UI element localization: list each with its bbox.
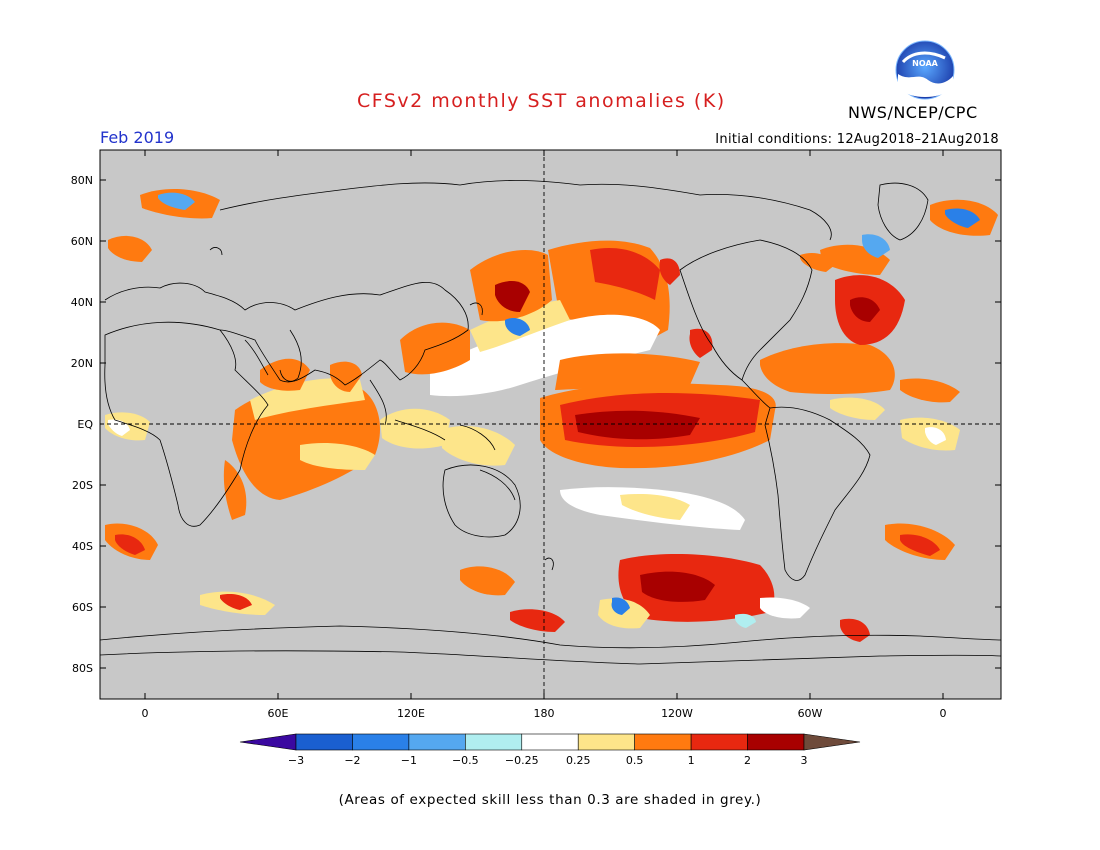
noaa-logo: NOAA xyxy=(895,40,955,100)
lon-label-60w: 60W xyxy=(798,707,823,720)
colorbar-label: −1 xyxy=(401,754,417,767)
colorbar-segment xyxy=(747,733,805,751)
lat-label-80n: 80N xyxy=(71,174,93,187)
lon-label-0-east: 0 xyxy=(940,707,947,720)
agency-label: NWS/NCEP/CPC xyxy=(848,103,978,122)
lat-label-80s: 80S xyxy=(72,662,93,675)
colorbar-segment xyxy=(408,733,466,751)
colorbar-segment xyxy=(352,733,410,751)
skill-footnote: (Areas of expected skill less than 0.3 a… xyxy=(338,792,762,808)
map-title: CFSv2 monthly SST anomalies (K) xyxy=(357,90,726,112)
colorbar-label: −3 xyxy=(288,754,304,767)
lat-label-20n: 20N xyxy=(71,357,93,370)
lat-label-20s: 20S xyxy=(72,479,93,492)
colorbar-segment xyxy=(690,733,748,751)
lat-label-60n: 60N xyxy=(71,235,93,248)
colorbar-segment xyxy=(521,733,579,751)
lon-label-180: 180 xyxy=(534,707,555,720)
lon-label-120e: 120E xyxy=(397,707,425,720)
colorbar-segment-low xyxy=(239,733,297,751)
colorbar-segment xyxy=(577,733,635,751)
anomaly-field xyxy=(105,188,998,642)
map-frame xyxy=(99,149,1002,700)
colorbar-segment xyxy=(465,733,523,751)
colorbar-label: 3 xyxy=(801,754,808,767)
colorbar-label: 2 xyxy=(744,754,751,767)
lat-label-40n: 40N xyxy=(71,296,93,309)
colorbar: −3 −2 −1 −0.5 −0.25 0.25 0.5 1 2 3 xyxy=(239,733,861,767)
lon-ticks: 0 60E 120E 180 120W 60W 0 xyxy=(142,150,947,720)
colorbar-label: 0.25 xyxy=(566,754,591,767)
colorbar-label: −2 xyxy=(344,754,360,767)
colorbar-segment-high xyxy=(803,733,861,751)
lat-label-60s: 60S xyxy=(72,601,93,614)
coastlines xyxy=(100,180,1001,665)
lat-label-40s: 40S xyxy=(72,540,93,553)
colorbar-label: 1 xyxy=(688,754,695,767)
colorbar-segment xyxy=(295,733,353,751)
initial-conditions: Initial conditions: 12Aug2018–21Aug2018 xyxy=(715,132,999,147)
colorbar-label: −0.5 xyxy=(452,754,479,767)
lon-label-60e: 60E xyxy=(268,707,289,720)
colorbar-label: 0.5 xyxy=(626,754,644,767)
noaa-logo-text: NOAA xyxy=(912,59,938,68)
lon-label-0-west: 0 xyxy=(142,707,149,720)
lat-label-eq: EQ xyxy=(77,418,93,431)
colorbar-label: −0.25 xyxy=(505,754,539,767)
valid-month: Feb 2019 xyxy=(100,128,175,147)
lon-label-120w: 120W xyxy=(661,707,693,720)
lat-ticks: 80N 60N 40N 20N EQ 20S 40S 60S 80S xyxy=(71,174,1001,675)
colorbar-segment xyxy=(634,733,692,751)
